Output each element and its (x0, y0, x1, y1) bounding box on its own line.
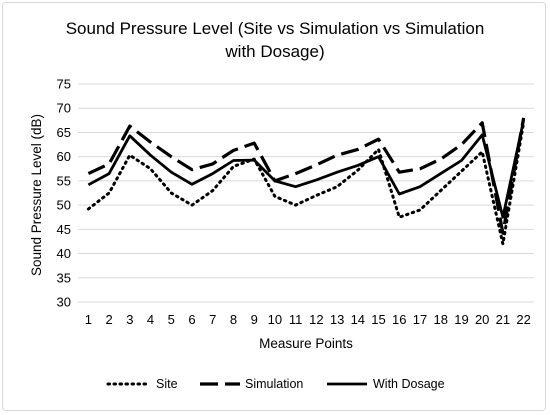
x-tick-label: 6 (188, 312, 195, 327)
y-tick-label: 30 (57, 295, 71, 310)
x-tick-label: 1 (85, 312, 92, 327)
x-tick-label: 3 (126, 312, 133, 327)
chart-title-line-2: with Dosage) (224, 42, 324, 61)
x-tick-label: 21 (496, 312, 510, 327)
x-axis-label: Measure Points (259, 336, 353, 351)
y-axis-label: Sound Pressure Level (dB) (29, 114, 44, 276)
y-tick-label: 50 (57, 198, 71, 213)
x-tick-label: 10 (268, 312, 282, 327)
x-tick-label: 16 (392, 312, 406, 327)
x-tick-label: 11 (289, 312, 303, 327)
y-tick-label: 75 (57, 77, 71, 92)
legend-label-simulation: Simulation (245, 377, 303, 391)
x-tick-label: 14 (351, 312, 365, 327)
y-tick-label: 35 (57, 270, 71, 285)
series-lines (86, 117, 526, 246)
legend: Site Simulation With Dosage (106, 377, 445, 391)
legend-label-with-dosage: With Dosage (373, 377, 445, 391)
x-tick-label: 7 (209, 312, 216, 327)
y-tick-label: 40 (57, 246, 71, 261)
x-tick-label: 15 (371, 312, 385, 327)
x-tick-label: 2 (105, 312, 112, 327)
y-tick-labels: 30 35 40 45 50 55 60 65 70 75 (57, 77, 71, 310)
series-line-with-dosage (87, 120, 525, 219)
gridlines (78, 83, 534, 303)
x-tick-label: 22 (516, 312, 530, 327)
y-tick-label: 65 (57, 125, 71, 140)
y-tick-label: 70 (57, 101, 71, 116)
x-tick-label: 5 (168, 312, 175, 327)
legend-label-site: Site (156, 377, 178, 391)
chart-title-line-1: Sound Pressure Level (Site vs Simulation… (66, 19, 485, 38)
x-tick-label: 19 (454, 312, 468, 327)
x-tick-label: 20 (475, 312, 489, 327)
x-tick-labels: 1 2 3 4 5 6 7 8 9 10 11 12 13 14 15 16 17 18 19 20 21 22 (85, 312, 531, 327)
x-tick-label: 18 (433, 312, 447, 327)
series-line-site (86, 121, 526, 246)
y-tick-label: 55 (57, 173, 71, 188)
series-line-simulation (87, 117, 526, 235)
y-tick-label: 60 (57, 149, 71, 164)
x-tick-label: 8 (230, 312, 237, 327)
y-tick-label: 45 (57, 222, 71, 237)
x-tick-label: 17 (413, 312, 427, 327)
x-tick-label: 12 (309, 312, 323, 327)
x-tick-label: 4 (147, 312, 154, 327)
x-tick-label: 13 (330, 312, 344, 327)
x-tick-label: 9 (251, 312, 258, 327)
